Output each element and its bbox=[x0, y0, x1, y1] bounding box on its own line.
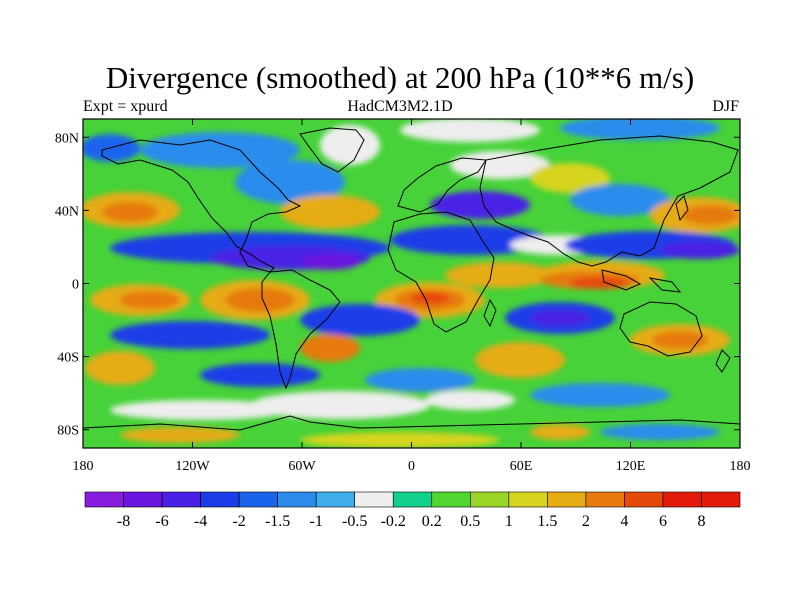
colorbar-swatch bbox=[624, 491, 664, 508]
colorbar-label: 2 bbox=[582, 513, 590, 530]
lon-tick-label: 60W bbox=[288, 459, 316, 474]
colorbar-swatch bbox=[84, 491, 124, 508]
colorbar-label: -2 bbox=[232, 513, 245, 530]
colorbar-swatch bbox=[431, 491, 471, 508]
colorbar-swatch bbox=[392, 491, 433, 508]
colorbar-label: -6 bbox=[155, 513, 168, 530]
colorbar-label: 0.2 bbox=[422, 513, 442, 530]
axis-labels: 180 120W 60W 0 60E 120E 180 80N 40N 0 40S 80S bbox=[55, 131, 751, 474]
lat-tick-label: 80S bbox=[57, 424, 79, 439]
page-title: Divergence (smoothed) at 200 hPa (10**6 … bbox=[105, 60, 695, 95]
colorbar-label: -1.5 bbox=[265, 513, 290, 530]
colorbar-swatch bbox=[662, 491, 702, 508]
axis-ticks bbox=[82, 119, 741, 448]
lon-tick-label: 180 bbox=[73, 459, 94, 474]
lat-tick-label: 80N bbox=[55, 131, 79, 146]
colorbar-swatch bbox=[469, 491, 510, 508]
lon-tick-label: 60E bbox=[510, 459, 533, 474]
colorbar-label: -1 bbox=[310, 513, 323, 530]
lon-tick-label: 120W bbox=[175, 459, 210, 474]
colorbar-label: 8 bbox=[697, 513, 705, 530]
colorbar-swatch bbox=[508, 491, 548, 508]
colorbar-labels: -8 -6 -4 -2 -1.5 -1 -0.5 -0.2 0.2 0.5 1 1.5 2 4 6 8 bbox=[117, 513, 706, 530]
lat-tick-label: 40N bbox=[55, 204, 79, 219]
colorbar-label: -0.5 bbox=[342, 513, 367, 530]
colorbar-label: -4 bbox=[194, 513, 207, 530]
experiment-label: Expt = xpurd bbox=[83, 98, 168, 115]
season-label: DJF bbox=[712, 98, 739, 115]
colorbar-label: 0.5 bbox=[460, 513, 480, 530]
colorbar-label: 4 bbox=[620, 513, 628, 530]
lon-tick-label: 180 bbox=[730, 459, 751, 474]
colorbar-swatch bbox=[123, 491, 163, 508]
colorbar-label: -0.2 bbox=[381, 513, 406, 530]
colorbar-label: 1.5 bbox=[537, 513, 557, 530]
colorbar-swatch bbox=[161, 491, 201, 508]
lon-tick-label: 120E bbox=[616, 459, 646, 474]
colorbar-swatch bbox=[238, 491, 278, 508]
colorbar-swatch bbox=[200, 491, 240, 508]
colorbar-swatch bbox=[315, 491, 356, 508]
lat-tick-label: 0 bbox=[72, 278, 79, 293]
colorbar-swatch bbox=[354, 491, 394, 508]
coastlines bbox=[83, 127, 740, 431]
colorbar-swatch bbox=[547, 491, 587, 508]
divergence-field bbox=[83, 119, 740, 448]
lat-tick-label: 40S bbox=[57, 351, 79, 366]
colorbar-label: 6 bbox=[659, 513, 667, 530]
lon-tick-label: 0 bbox=[408, 459, 415, 474]
colorbar-swatch bbox=[585, 491, 625, 508]
colorbar-label: 1 bbox=[505, 513, 513, 530]
colorbar-label: -8 bbox=[117, 513, 130, 530]
model-label: HadCM3M2.1D bbox=[347, 98, 453, 115]
colorbar bbox=[84, 491, 741, 508]
colorbar-swatch bbox=[277, 491, 317, 508]
colorbar-swatch bbox=[701, 491, 741, 508]
